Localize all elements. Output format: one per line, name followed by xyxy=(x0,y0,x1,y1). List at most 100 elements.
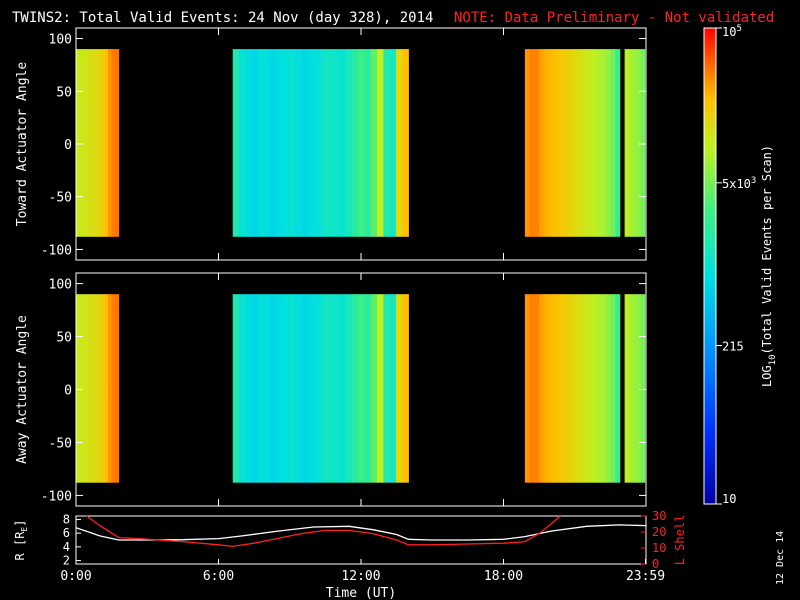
away-heatmap-cell xyxy=(624,294,630,483)
toward-ytick-label: 50 xyxy=(56,85,72,100)
away-heatmap-cell xyxy=(358,294,365,483)
away-heatmap-cell xyxy=(402,294,409,483)
colorbar-label: LOG10(Total Valid Events per Scan) xyxy=(760,145,778,387)
away-ytick-label: 0 xyxy=(64,384,72,399)
lshell-ytick-label: 10 xyxy=(652,541,666,555)
time-xtick-label: 12:00 xyxy=(341,569,380,584)
away-heatmap-cell xyxy=(339,294,347,483)
toward-heatmap-cell xyxy=(628,49,634,237)
away-heatmap-cell xyxy=(534,294,540,483)
away-ytick-label: -50 xyxy=(49,436,72,451)
toward-heatmap-cell xyxy=(345,49,353,237)
away-heatmap-cell xyxy=(239,294,246,483)
away-heatmap-cell xyxy=(596,294,602,483)
toward-heatmap-cell xyxy=(581,49,588,237)
radius-ylabel-main: R [R xyxy=(13,531,27,561)
lshell-ytick-label: 30 xyxy=(652,509,666,523)
time-xlabel: Time (UT) xyxy=(326,586,396,600)
away-heatmap-cell xyxy=(352,294,359,483)
away-heatmap-cell xyxy=(97,294,102,483)
away-heatmap-cell xyxy=(572,294,578,483)
away-heatmap-cell xyxy=(79,294,84,483)
away-heatmap-cell xyxy=(295,294,303,483)
away-heatmap-cell xyxy=(245,294,252,483)
away-heatmap-cell xyxy=(377,294,384,483)
lshell-ytick-label: 0 xyxy=(652,557,659,571)
toward-heatmap-cell xyxy=(596,49,602,237)
toward-heatmap-cell xyxy=(358,49,365,237)
toward-heatmap-cell xyxy=(364,49,372,237)
toward-heatmap-cell xyxy=(86,49,91,237)
away-heatmap-cell xyxy=(90,294,95,483)
colorbar-label-sub: 10 xyxy=(768,354,778,365)
away-heatmap-cell xyxy=(586,294,592,483)
toward-heatmap-cell xyxy=(567,49,573,237)
toward-heatmap-cell xyxy=(383,49,391,237)
toward-heatmap-cell xyxy=(558,49,564,237)
toward-ytick-label: -100 xyxy=(41,243,72,258)
away-heatmap-cell xyxy=(567,294,573,483)
away-heatmap-cell xyxy=(76,294,80,483)
toward-heatmap-cell xyxy=(93,49,98,237)
toward-heatmap-cell xyxy=(600,49,607,237)
toward-heatmap-cell xyxy=(308,49,315,237)
radius-ytick-label: 4 xyxy=(63,540,70,554)
toward-heatmap-cell xyxy=(326,49,334,237)
away-angle-panel: 100 50 0 -50 -100 Away Actuator Angle xyxy=(15,272,647,507)
away-heatmap-cell xyxy=(610,294,616,483)
colorbar-label-log: LOG xyxy=(760,365,774,387)
away-heatmap-cell xyxy=(383,294,391,483)
time-xtick-label: 0:00 xyxy=(60,569,91,584)
away-heatmap-cell xyxy=(636,294,642,483)
away-heatmap-cell xyxy=(104,294,109,483)
away-heatmap-cell xyxy=(548,294,554,483)
toward-heatmap-cell xyxy=(276,49,284,237)
colorbar-tick-exp: 3 xyxy=(751,176,756,186)
lshell-ylabel: L Shell xyxy=(673,515,687,566)
toward-heatmap-cell xyxy=(610,49,616,237)
toward-heatmap-cell xyxy=(615,49,621,237)
footer-date: 12 Dec 14 xyxy=(775,531,786,585)
toward-heatmap-cell xyxy=(97,49,102,237)
toward-heatmap-cell xyxy=(402,49,409,237)
colorbar-tick-label: 105 xyxy=(722,24,742,39)
toward-heatmap-cell xyxy=(352,49,359,237)
away-heatmap-cell xyxy=(111,294,116,483)
radius-ytick-label: 8 xyxy=(63,512,70,526)
toward-heatmap-cell xyxy=(562,49,569,237)
toward-heatmap-cell xyxy=(111,49,116,237)
colorbar-tick-label: 5x103 xyxy=(722,176,756,191)
away-heatmap-cell xyxy=(640,294,646,483)
away-heatmap-cell xyxy=(628,294,634,483)
toward-heatmap-cell xyxy=(90,49,95,237)
toward-heatmap-cell xyxy=(232,49,240,237)
toward-heatmap-cell xyxy=(605,49,611,237)
time-xtick-label: 6:00 xyxy=(203,569,234,584)
toward-heatmap-cell xyxy=(539,49,545,237)
lshell-ytick-label: 20 xyxy=(652,525,666,539)
away-heatmap-cell xyxy=(605,294,611,483)
colorbar-tick-label: 10 xyxy=(722,492,736,506)
toward-heatmap-cell xyxy=(314,49,322,237)
toward-heatmap-cell xyxy=(100,49,105,237)
away-heatmap-cell xyxy=(395,294,403,483)
toward-heatmap-cell xyxy=(76,49,80,237)
away-heatmap-cell xyxy=(270,294,278,483)
away-heatmap-cell xyxy=(364,294,372,483)
toward-heatmap-cell xyxy=(529,49,535,237)
toward-heatmap-cell xyxy=(333,49,340,237)
chart-title: TWINS2: Total Valid Events: 24 Nov (day … xyxy=(12,10,433,26)
away-heatmap-cell xyxy=(326,294,334,483)
away-ytick-label: 100 xyxy=(49,278,72,293)
toward-heatmap-cell xyxy=(115,49,120,237)
away-heatmap-cell xyxy=(232,294,240,483)
colorbar-tick-base: 5x10 xyxy=(722,177,751,191)
toward-heatmap-cell xyxy=(301,49,309,237)
toward-heatmap-cell xyxy=(591,49,597,237)
colorbar-tick-base: 10 xyxy=(722,492,736,506)
colorbar-tick-base: 215 xyxy=(722,339,744,353)
away-heatmap-cell xyxy=(615,294,621,483)
away-heatmap-cell xyxy=(370,294,378,483)
radius-ylabel-sub: E xyxy=(20,527,29,532)
